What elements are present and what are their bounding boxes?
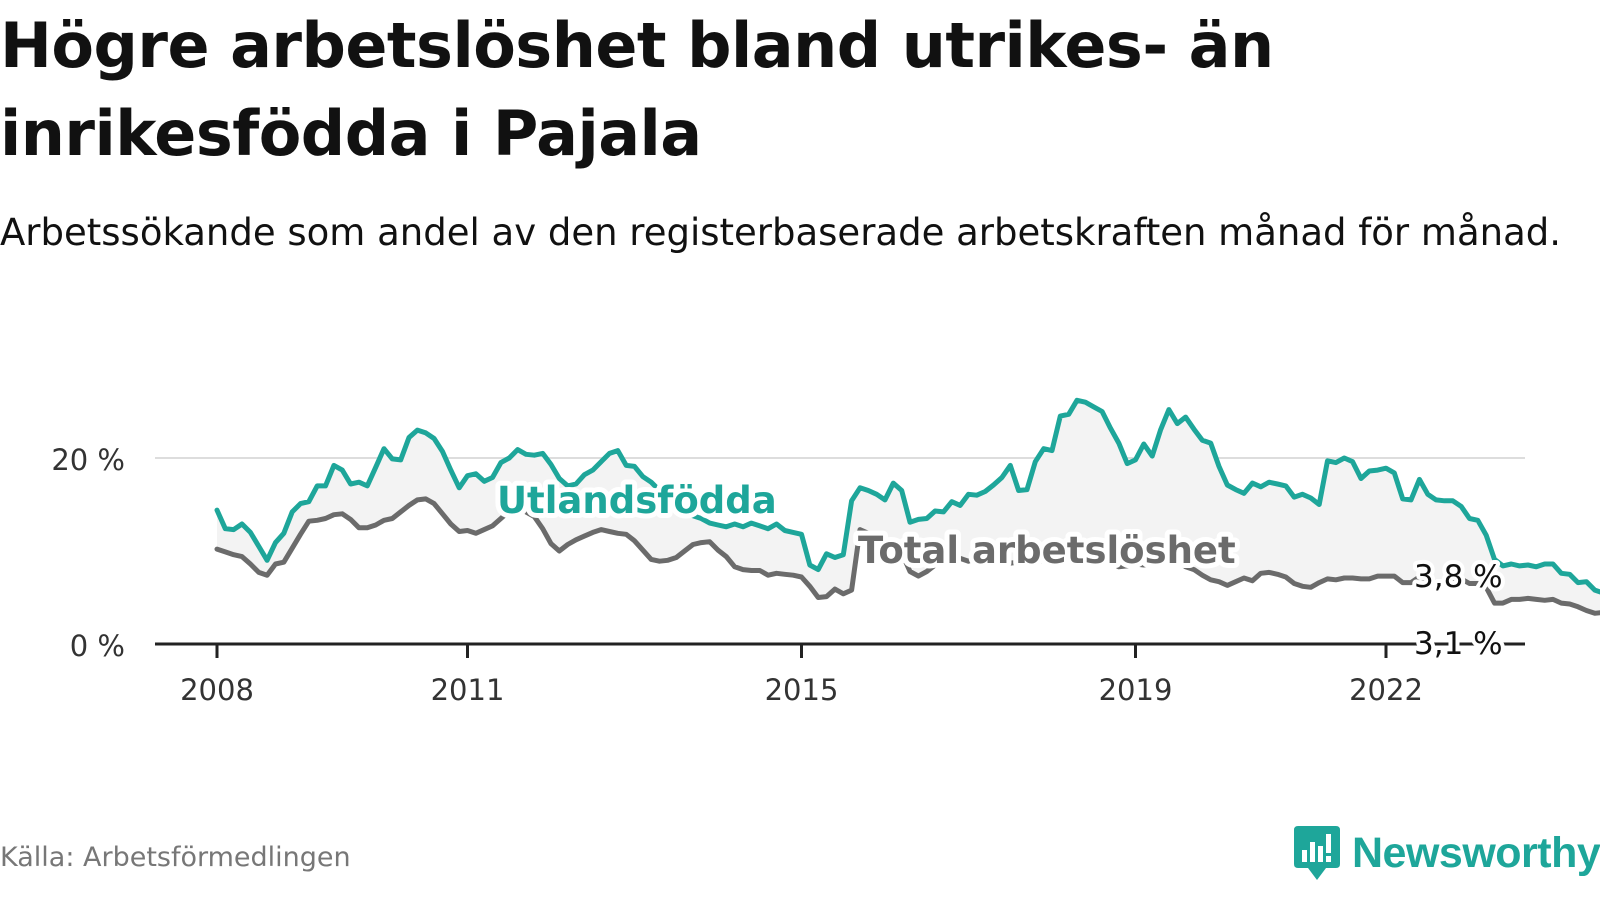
y-tick-label: 0 % [70, 629, 125, 663]
end-label-total-halo: 3,1 % [1414, 626, 1503, 662]
line-chart: 0 %20 %2008 2011 2015 2019 2022UtlandsföddaU… [51, 397, 1600, 707]
end-label-utlandsfodda: 3,8 % [1414, 559, 1503, 595]
end-label-utlandsfodda-halo: 3,8 % [1414, 559, 1503, 595]
series-label-total: Total arbetslöshet [858, 529, 1236, 572]
series-label-total-halo: Total arbetslöshet [858, 529, 1236, 572]
x-tick-label: 2011 [431, 673, 505, 707]
x-tick-label: 2015 [765, 673, 839, 707]
brand[interactable]: Newsworthy [1292, 824, 1600, 882]
series-label-utlandsfodda: Utlandsfödda [497, 479, 777, 522]
difference-area [217, 400, 1600, 614]
series-line-utlandsfodda [214, 397, 1600, 595]
series-label-utlandsfodda-halo: Utlandsfödda [497, 479, 777, 522]
chart-subtitle: Arbetssökande som andel av den registerb… [0, 211, 1561, 254]
x-tick-label: 2022 [1349, 673, 1423, 707]
source-note: Källa: Arbetsförmedlingen [0, 842, 351, 873]
brand-name: Newsworthy [1352, 828, 1600, 877]
lines-layer [214, 397, 1600, 616]
x-tick-label: 2019 [1099, 673, 1173, 707]
x-tick-label: 2008 [180, 673, 254, 707]
labels-layer: 0 %20 %2008 2011 2015 2019 2022UtlandsföddaU… [51, 443, 1506, 707]
end-label-total: 3,1 % [1414, 626, 1503, 662]
newsworthy-logo-icon [1294, 826, 1340, 880]
chart-title: Högre arbetslöshet bland utrikes- än inr… [0, 9, 1274, 170]
y-tick-label: 20 % [51, 443, 125, 477]
series-line-total [214, 496, 1600, 616]
